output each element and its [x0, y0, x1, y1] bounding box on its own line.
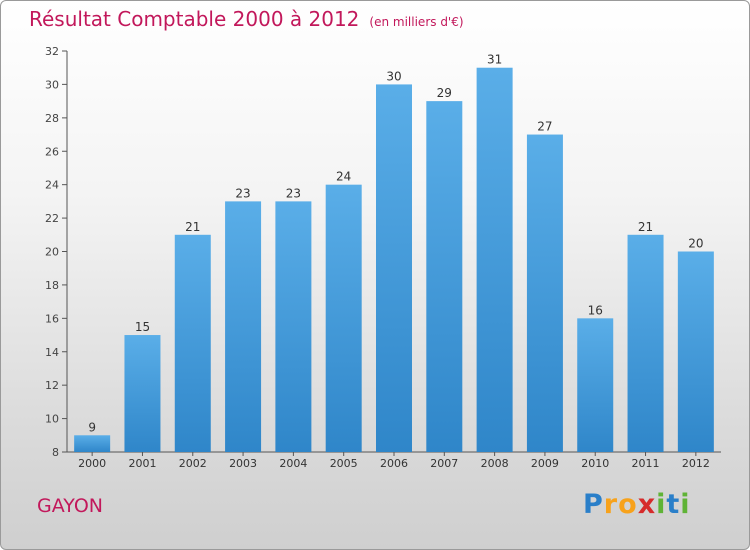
logo-letter: o: [618, 489, 638, 520]
bar: [174, 234, 211, 452]
y-tick-label: 20: [45, 246, 59, 259]
y-tick-label: 22: [45, 212, 59, 225]
y-tick-label: 24: [45, 179, 59, 192]
bar: [426, 101, 463, 452]
y-tick-label: 18: [45, 279, 59, 292]
bar-value-label: 23: [286, 186, 301, 200]
y-tick-label: 8: [52, 446, 59, 459]
bar-value-label: 21: [185, 220, 200, 234]
x-tick-label: 2004: [279, 457, 307, 470]
bar: [275, 201, 312, 452]
x-tick-label: 2010: [581, 457, 609, 470]
y-tick-label: 30: [45, 78, 59, 91]
logo-letter: i: [680, 489, 691, 520]
x-tick-label: 2003: [229, 457, 257, 470]
chart-title: Résultat Comptable 2000 à 2012: [29, 7, 360, 31]
y-tick-label: 32: [45, 45, 59, 58]
bar-value-label: 21: [638, 220, 653, 234]
logo-letter: x: [637, 489, 657, 520]
logo-letter: t: [666, 489, 681, 520]
bar-value-label: 23: [235, 186, 250, 200]
bar: [325, 184, 362, 452]
bar-value-label: 24: [336, 170, 351, 184]
chart-header: Résultat Comptable 2000 à 2012 (en millie…: [29, 7, 464, 31]
chart-subtitle: (en milliers d'€): [369, 15, 464, 29]
x-tick-label: 2000: [78, 457, 106, 470]
bar-value-label: 9: [88, 420, 96, 434]
bar: [124, 335, 161, 452]
bar: [476, 67, 513, 452]
proxiti-logo: Proxiti: [583, 489, 691, 520]
x-tick-label: 2011: [632, 457, 660, 470]
x-tick-label: 2012: [682, 457, 710, 470]
bar: [677, 251, 714, 452]
bar-value-label: 20: [688, 237, 703, 251]
y-tick-label: 14: [45, 346, 59, 359]
x-tick-label: 2002: [179, 457, 207, 470]
commune-name: GAYON: [37, 495, 103, 517]
x-tick-label: 2008: [481, 457, 509, 470]
y-tick-label: 26: [45, 145, 59, 158]
bar: [225, 201, 262, 452]
y-tick-label: 10: [45, 413, 59, 426]
x-tick-label: 2009: [531, 457, 559, 470]
logo-letter: P: [583, 489, 604, 520]
bar-value-label: 15: [135, 320, 150, 334]
bar-value-label: 31: [487, 53, 502, 67]
y-tick-label: 16: [45, 312, 59, 325]
bar: [74, 435, 111, 452]
x-tick-label: 2001: [128, 457, 156, 470]
bar: [526, 134, 563, 452]
y-tick-label: 12: [45, 379, 59, 392]
logo-letter: r: [603, 489, 619, 520]
bar: [627, 234, 664, 452]
bar-value-label: 30: [386, 69, 401, 83]
bar-value-label: 16: [588, 303, 603, 317]
x-tick-label: 2006: [380, 457, 408, 470]
bar: [376, 84, 412, 453]
x-tick-label: 2005: [330, 457, 358, 470]
y-tick-label: 28: [45, 112, 59, 125]
logo-letter: i: [656, 489, 667, 520]
bar-value-label: 29: [437, 86, 452, 100]
bar-value-label: 27: [537, 120, 552, 134]
x-tick-label: 2007: [430, 457, 458, 470]
bar: [577, 318, 614, 452]
